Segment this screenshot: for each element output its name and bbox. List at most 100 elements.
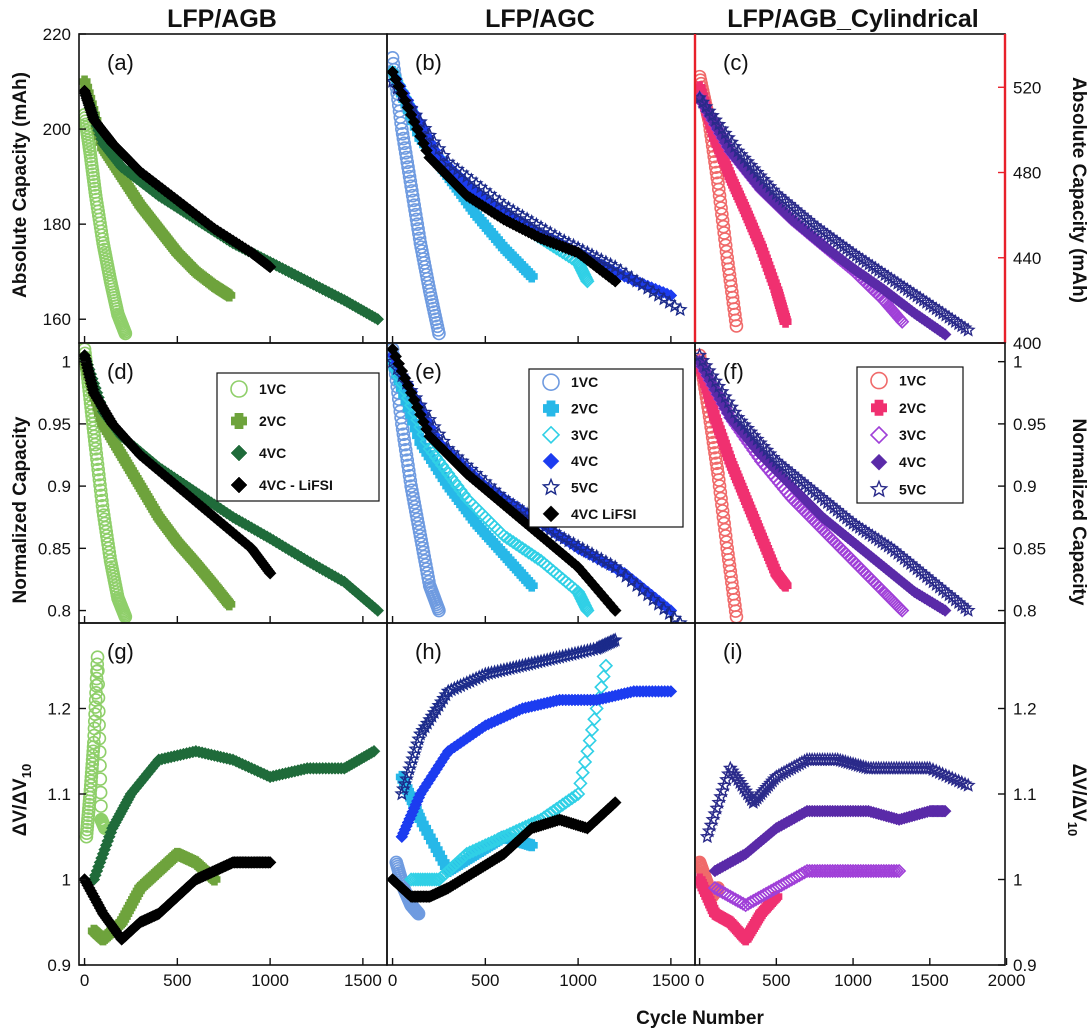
data-point [459, 846, 474, 861]
data-point [938, 328, 952, 341]
data-point [399, 448, 414, 462]
data-point [567, 789, 583, 804]
series-2vc [79, 355, 236, 611]
data-point [394, 116, 408, 130]
data-point [584, 722, 600, 738]
y-tick-label: 1.2 [1013, 700, 1037, 719]
data-point [759, 175, 775, 190]
data-point [263, 260, 277, 274]
panel-label: (d) [107, 359, 134, 384]
data-point [93, 483, 108, 498]
data-point [84, 765, 99, 780]
series-4vc-lifsi [387, 65, 622, 288]
legend-label: 1VC [571, 374, 598, 390]
series-5vc [695, 347, 976, 617]
panel-b: (b) [386, 33, 696, 344]
panel-e: (e) [386, 342, 696, 624]
x-tick-label: 1500 [911, 971, 949, 990]
data-point [506, 825, 521, 840]
data-point [734, 777, 750, 792]
data-point [88, 441, 103, 456]
data-point [779, 579, 792, 592]
data-point [580, 603, 595, 618]
plot-area [387, 343, 688, 623]
data-point [402, 169, 417, 184]
panel-frame [386, 622, 696, 966]
data-point [90, 457, 105, 472]
legend-marker [870, 453, 888, 471]
data-point [86, 744, 101, 759]
series-4vc-lifsi [387, 796, 622, 903]
data-point [371, 312, 385, 326]
y-tick-label: 0.8 [47, 602, 71, 621]
x-tick-label: 0 [695, 971, 704, 990]
data-point [92, 473, 107, 487]
data-point [411, 222, 425, 236]
data-point [886, 863, 902, 879]
panel-label: (a) [107, 50, 134, 75]
panel-label: (f) [723, 359, 744, 384]
panel-d: 0.8 0.85 0.9 0.95 1 (d) [38, 342, 388, 624]
data-point [738, 783, 754, 798]
panel-label: (c) [723, 50, 749, 75]
y-tick-label: 440 [1013, 249, 1041, 268]
series-5vc [695, 90, 976, 337]
data-point [426, 704, 442, 720]
legend-marker [870, 371, 888, 390]
data-point [743, 424, 759, 439]
data-point [960, 322, 976, 337]
data-point [484, 835, 499, 850]
y-tick-label: 520 [1013, 78, 1041, 97]
y-tick-label: 1 [1013, 871, 1022, 890]
data-point [411, 906, 426, 921]
data-point [733, 413, 749, 428]
x-tick-label: 0 [80, 971, 89, 990]
x-tick-label: 1500 [344, 971, 382, 990]
legend-d: 1VC 2VC 4VC 4VC - LiFSI [216, 372, 380, 502]
data-point [722, 760, 738, 775]
plot-area [79, 343, 385, 623]
data-point [502, 826, 518, 842]
data-point [398, 141, 412, 155]
data-point [499, 828, 515, 843]
data-point [730, 771, 746, 787]
data-point [91, 677, 105, 692]
data-point [558, 795, 573, 810]
data-point [525, 579, 538, 592]
data-point [397, 432, 411, 447]
legend-marker [542, 505, 560, 523]
data-point [596, 669, 611, 684]
y-tick-label: 160 [43, 310, 71, 329]
legend-marker [543, 400, 559, 417]
data-point [465, 843, 481, 859]
data-point [95, 493, 109, 508]
legend-label: 1VC [259, 381, 286, 397]
data-point [417, 719, 433, 734]
data-point [92, 745, 107, 759]
data-point [396, 131, 411, 146]
data-point [746, 427, 762, 443]
legend-marker [869, 479, 889, 498]
data-point [555, 797, 570, 812]
data-point [587, 712, 602, 727]
data-point [409, 212, 424, 227]
legend-label: 5VC [571, 480, 598, 496]
x-tick-label: 1500 [652, 971, 690, 990]
data-point [589, 701, 604, 716]
data-point [462, 845, 478, 860]
legend-label: 4VC [571, 453, 598, 469]
data-point [90, 650, 105, 665]
data-point [401, 160, 415, 174]
data-point [398, 146, 413, 160]
data-point [664, 685, 678, 698]
data-point [263, 566, 277, 580]
data-point [608, 274, 622, 288]
panel-label: (h) [415, 639, 442, 664]
series-4vc [708, 804, 952, 878]
data-point [564, 791, 580, 806]
data-point [86, 748, 100, 763]
data-point [427, 872, 442, 887]
column-title-1: LFP/AGB [167, 5, 277, 33]
data-point [398, 437, 412, 452]
series-1vc [387, 50, 446, 341]
